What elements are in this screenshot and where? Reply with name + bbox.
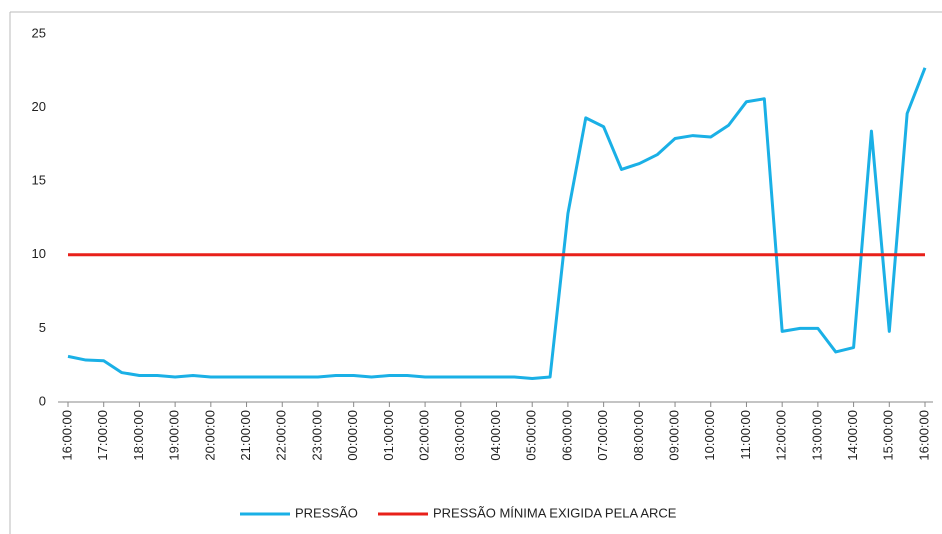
x-tick-label: 17:00:00 xyxy=(95,410,110,461)
x-tick-label: 12:00:00 xyxy=(774,410,789,461)
x-tick-label: 08:00:00 xyxy=(631,410,646,461)
x-tick-label: 16:00:00 xyxy=(916,410,931,461)
x-tick-label: 02:00:00 xyxy=(417,410,432,461)
y-tick-label: 25 xyxy=(32,25,46,40)
x-tick-label: 16:00:00 xyxy=(59,410,74,461)
x-tick-label: 01:00:00 xyxy=(381,410,396,461)
x-tick-label: 11:00:00 xyxy=(738,410,753,460)
legend-label: PRESSÃO MÍNIMA EXIGIDA PELA ARCE xyxy=(433,505,677,520)
legend-label: PRESSÃO xyxy=(295,505,358,520)
y-tick-label: 20 xyxy=(32,99,46,114)
y-tick-label: 0 xyxy=(39,393,46,408)
y-tick-label: 10 xyxy=(32,246,46,261)
x-tick-label: 06:00:00 xyxy=(559,410,574,461)
x-tick-label: 14:00:00 xyxy=(845,410,860,461)
x-tick-label: 22:00:00 xyxy=(274,410,289,461)
y-tick-label: 5 xyxy=(39,320,46,335)
y-tick-label: 15 xyxy=(32,173,46,188)
x-tick-label: 09:00:00 xyxy=(666,410,681,461)
x-tick-label: 23:00:00 xyxy=(309,410,324,461)
x-tick-label: 21:00:00 xyxy=(238,410,253,461)
x-tick-label: 04:00:00 xyxy=(488,410,503,461)
series-line xyxy=(67,67,927,380)
x-tick-label: 10:00:00 xyxy=(702,410,717,461)
x-tick-label: 19:00:00 xyxy=(167,410,182,461)
x-tick-label: 03:00:00 xyxy=(452,410,467,461)
x-tick-label: 18:00:00 xyxy=(131,410,146,461)
x-tick-label: 07:00:00 xyxy=(595,410,610,461)
x-tick-label: 20:00:00 xyxy=(202,410,217,461)
x-tick-label: 05:00:00 xyxy=(524,410,539,461)
x-tick-label: 15:00:00 xyxy=(881,410,896,461)
x-tick-label: 13:00:00 xyxy=(809,410,824,461)
x-tick-label: 00:00:00 xyxy=(345,410,360,461)
